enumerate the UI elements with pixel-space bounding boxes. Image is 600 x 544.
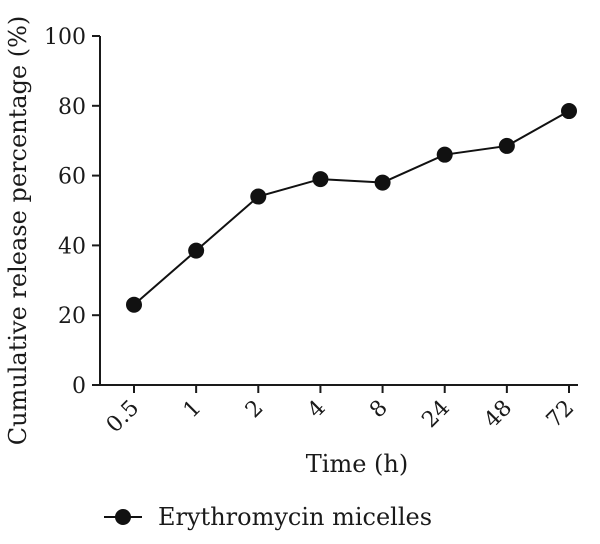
y-axis-title: Cumulative release percentage (%): [4, 16, 32, 446]
x-tick-label: 4: [303, 396, 331, 424]
x-axis-title: Time (h): [306, 450, 408, 478]
data-point: [312, 171, 329, 188]
legend-label: Erythromycin micelles: [158, 503, 432, 531]
axes: [99, 36, 578, 386]
data-point: [436, 146, 453, 163]
series-group: [126, 103, 577, 313]
data-point: [374, 174, 391, 191]
data-point: [561, 103, 577, 120]
y-tick-label: 100: [44, 25, 86, 50]
x-tick-label: 24: [417, 396, 454, 433]
legend-marker: [115, 509, 131, 525]
data-point: [250, 188, 267, 205]
y-tick-label: 20: [58, 304, 86, 329]
y-tick-label: 0: [72, 374, 86, 399]
x-tick-label: 1: [179, 396, 207, 424]
x-ticks: 0.5 1 2 4 8 24 48 72: [102, 385, 579, 438]
x-tick-label: 2: [241, 396, 269, 424]
y-ticks: 0 20 40 60 80 100: [44, 25, 100, 399]
y-tick-label: 60: [58, 165, 86, 190]
x-tick-label: 0.5: [102, 396, 144, 438]
data-point: [126, 296, 142, 313]
y-tick-label: 80: [58, 95, 86, 120]
y-tick-label: 40: [58, 234, 86, 259]
legend: Erythromycin micelles: [104, 503, 432, 531]
data-point: [498, 137, 515, 154]
x-tick-label: 48: [480, 396, 517, 433]
series-line: [133, 110, 570, 306]
data-point: [188, 242, 205, 259]
x-tick-label: 72: [542, 396, 579, 433]
x-tick-label: 8: [365, 396, 393, 424]
